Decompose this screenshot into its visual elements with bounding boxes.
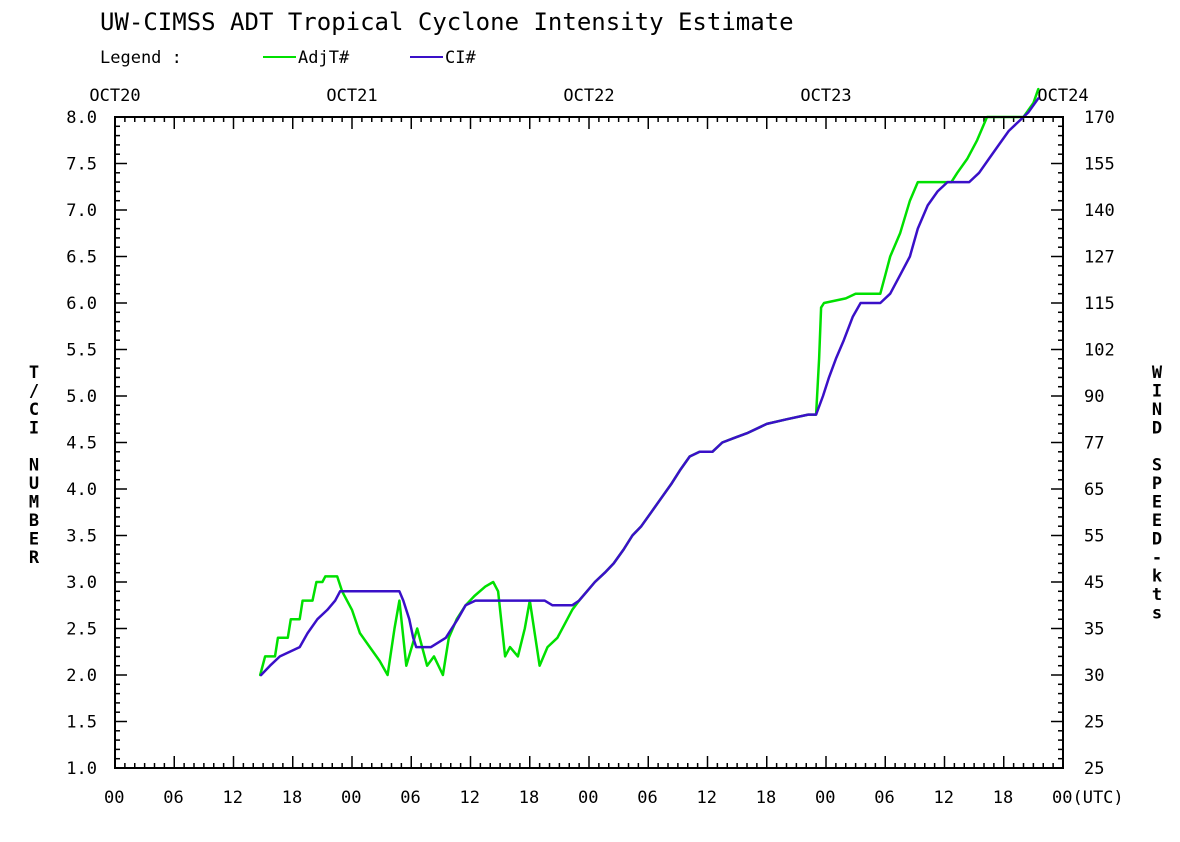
date-label: OCT20: [89, 86, 140, 106]
series-adjt-line: [258, 87, 1040, 677]
series-ci-line: [259, 97, 1040, 677]
x-tick-label: 00: [578, 788, 598, 808]
y2-axis-title-letter: N: [1152, 400, 1162, 420]
y-axis-title-letter: M: [29, 493, 39, 513]
date-label: OCT24: [1037, 86, 1088, 106]
y-tick-label-left: 7.0: [66, 201, 97, 221]
x-tick-label: 18: [993, 788, 1013, 808]
y-tick-label-left: 3.0: [66, 573, 97, 593]
y-tick-label-left: 3.5: [66, 527, 97, 547]
x-tick-label: 00: [104, 788, 124, 808]
legend-entry-ci: CI#: [445, 48, 476, 68]
y-tick-label-left: 8.0: [66, 108, 97, 128]
x-tick-label: 12: [223, 788, 243, 808]
x-tick-label: 00: [815, 788, 835, 808]
y-axis-right-labels: 170 155 140 127 115 102 90 77 65 55 45 35 30 25 25: [1084, 108, 1115, 779]
y2-axis-title-letter: W: [1152, 363, 1163, 383]
y2-axis-title-letter: E: [1152, 511, 1162, 531]
y-tick-label-left: 7.5: [66, 155, 97, 175]
x-tick-label: 12: [697, 788, 717, 808]
y-tick-label-right: 35: [1084, 620, 1104, 640]
y-tick-label-right: 25: [1084, 713, 1104, 733]
y-tick-label-left: 5.0: [66, 387, 97, 407]
x-tick-label: 00: [341, 788, 361, 808]
date-label: OCT22: [563, 86, 614, 106]
y-tick-label-right: 102: [1084, 341, 1115, 361]
y-axis-title-letter: E: [29, 530, 39, 550]
y2-axis-title-letter: D: [1152, 530, 1162, 550]
y2-axis-title-letter: D: [1152, 419, 1162, 439]
date-labels: OCT20 OCT21 OCT22 OCT23 OCT24: [89, 86, 1088, 106]
y2-axis-title-letter: s: [1152, 604, 1162, 624]
y-tick-label-left: 2.0: [66, 666, 97, 686]
y-tick-label-right: 77: [1084, 434, 1104, 454]
x-tick-label: 12: [460, 788, 480, 808]
y-tick-label-right: 90: [1084, 387, 1104, 407]
axis-ticks: [114, 116, 1064, 769]
y-axis-title-letter: B: [29, 511, 39, 531]
x-tick-label: 12: [934, 788, 954, 808]
y2-axis-title-letter: -: [1152, 548, 1162, 568]
y-tick-label-right: 45: [1084, 573, 1104, 593]
y-tick-label-right: 65: [1084, 480, 1104, 500]
y-tick-label-right: 155: [1084, 155, 1115, 175]
y2-axis-title-letter: I: [1152, 382, 1162, 402]
x-tick-label: 06: [874, 788, 894, 808]
legend-label: Legend :: [100, 48, 182, 68]
y-tick-label-left: 1.5: [66, 713, 97, 733]
y-tick-label-left: 6.5: [66, 248, 97, 268]
series-layer: [258, 87, 1040, 677]
legend: Legend : AdjT# CI#: [100, 48, 476, 68]
y-tick-label-right: 170: [1084, 108, 1115, 128]
y-tick-label-right: 127: [1084, 248, 1115, 268]
y-tick-label-left: 4.5: [66, 434, 97, 454]
y2-axis-title-letter: E: [1152, 493, 1162, 513]
x-tick-label: 18: [282, 788, 302, 808]
y-axis-title-letter: T: [29, 363, 39, 383]
legend-entry-adjt: AdjT#: [298, 48, 350, 68]
y-tick-label-left: 6.0: [66, 294, 97, 314]
y-tick-label-left: 2.5: [66, 620, 97, 640]
y2-axis-title-letter: P: [1152, 474, 1162, 494]
y-tick-label-right: 140: [1084, 201, 1115, 221]
plot-frame: [114, 116, 1064, 769]
x-tick-label: 18: [519, 788, 539, 808]
y-tick-label-right: 55: [1084, 527, 1104, 547]
x-tick-label: 18: [756, 788, 776, 808]
y-axis-title-letter: C: [29, 400, 39, 420]
y-axis-left-labels: 8.0 7.5 7.0 6.5 6.0 5.5 5.0 4.5 4.0 3.5 3.0 2.5 2.0 1…: [66, 108, 97, 779]
y2-axis-title-letter: k: [1152, 567, 1162, 587]
y2-axis-title-letter: t: [1152, 585, 1162, 605]
date-label: OCT23: [800, 86, 851, 106]
y-tick-label-left: 1.0: [66, 759, 97, 779]
y-axis-title-letter: N: [29, 456, 39, 476]
chart-title: UW-CIMSS ADT Tropical Cyclone Intensity …: [100, 8, 794, 36]
y-axis-title-letter: I: [29, 419, 39, 439]
y-tick-label-left: 5.5: [66, 341, 97, 361]
y-tick-label-right: 30: [1084, 666, 1104, 686]
y-tick-label-right: 115: [1084, 294, 1115, 314]
y-axis-title-letter: R: [29, 548, 40, 568]
x-tick-label: 00(UTC): [1052, 788, 1124, 808]
y-tick-label-left: 4.0: [66, 480, 97, 500]
x-tick-label: 06: [400, 788, 420, 808]
x-axis-labels: 00 06 12 18 00 06 12 18 00 06 12 18 00 06 12 18 00(UTC): [104, 788, 1124, 808]
x-tick-label: 06: [637, 788, 657, 808]
y-tick-label-right: 25: [1084, 759, 1104, 779]
date-label: OCT21: [326, 86, 377, 106]
y-axis-title-letter: /: [29, 382, 39, 402]
y2-axis-title-letter: S: [1152, 456, 1162, 476]
y-axis-title-letter: U: [29, 474, 39, 494]
x-tick-label: 06: [163, 788, 183, 808]
